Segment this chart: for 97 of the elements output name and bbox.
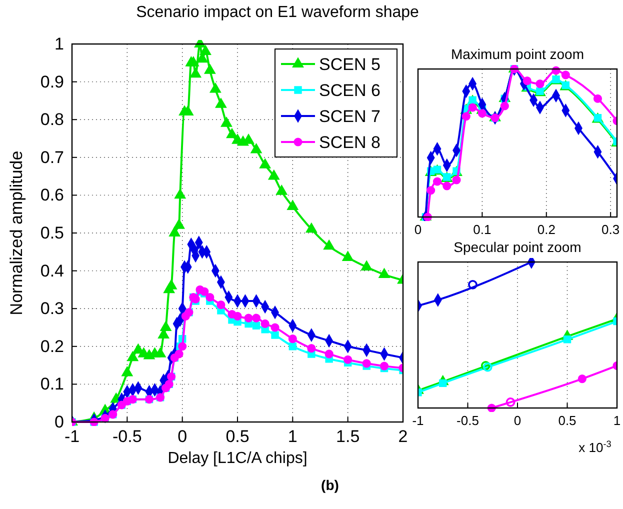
point xyxy=(174,350,184,358)
point xyxy=(178,342,187,351)
point xyxy=(206,292,214,302)
point xyxy=(276,185,288,195)
point xyxy=(432,177,442,186)
point xyxy=(462,112,470,121)
x-tick-label: -1 xyxy=(64,427,80,446)
x-tick-label: 1 xyxy=(613,413,621,428)
y-tick-label: 0.4 xyxy=(40,261,64,280)
point xyxy=(307,344,316,353)
point xyxy=(342,251,354,262)
point xyxy=(468,103,477,112)
point xyxy=(442,182,452,190)
y-tick-label: 0.8 xyxy=(40,110,64,130)
x-tick-label: 0.3 xyxy=(602,222,620,238)
point xyxy=(452,176,461,184)
x-tick-label: 1 xyxy=(288,427,298,446)
x-tick-label: 0 xyxy=(178,427,188,446)
point xyxy=(380,362,389,370)
point xyxy=(200,45,212,56)
point xyxy=(288,342,297,350)
x-tick-label: 0 xyxy=(514,413,522,428)
point xyxy=(169,226,180,236)
chart-title: Specular point zoom xyxy=(454,239,582,255)
legend-label: SCEN 5 xyxy=(319,55,380,74)
point xyxy=(500,102,509,110)
y-tick-label: 0.1 xyxy=(40,374,64,394)
x-tick-label: 1.5 xyxy=(336,427,360,446)
point xyxy=(506,397,516,407)
point xyxy=(210,82,222,93)
point xyxy=(468,96,476,104)
chart-title: Scenario impact on E1 waveform shape xyxy=(136,4,420,21)
x-tick-label: 0 xyxy=(414,222,422,238)
point xyxy=(244,314,253,322)
point xyxy=(522,76,532,86)
point xyxy=(166,280,177,290)
legend-label: SCEN 6 xyxy=(319,81,380,100)
x-tick-label: -0.5 xyxy=(112,427,142,446)
x-tick-label: -0.5 xyxy=(456,413,479,428)
x-tick-label: 2 xyxy=(398,427,408,446)
text: x 10$^{-3}$ xyxy=(578,439,612,455)
point xyxy=(378,268,390,278)
point xyxy=(306,222,318,233)
point xyxy=(324,350,334,358)
point xyxy=(323,240,335,250)
point xyxy=(536,80,544,88)
y-tick-label: 0.2 xyxy=(40,336,64,356)
x-axis-title: Delay [L1C/A chips] xyxy=(168,450,308,467)
x-tick-label: 0.5 xyxy=(226,427,250,446)
point xyxy=(252,314,261,322)
point xyxy=(270,323,280,332)
legend-label: SCEN 7 xyxy=(319,107,380,126)
point xyxy=(259,158,271,168)
point xyxy=(468,280,478,290)
chart-title: Maximum point zoom xyxy=(450,46,584,62)
point xyxy=(122,366,133,376)
point xyxy=(426,186,436,195)
point xyxy=(204,64,216,74)
point xyxy=(268,170,280,180)
y-axis-title: Normalized amplitude xyxy=(7,150,26,316)
text: (b) xyxy=(321,477,339,493)
point xyxy=(154,348,166,358)
point xyxy=(287,200,298,210)
point xyxy=(215,98,227,108)
point xyxy=(360,260,372,270)
point xyxy=(344,355,352,364)
point xyxy=(200,287,209,296)
x-tick-label: 0.2 xyxy=(537,222,556,238)
y-tick-label: 0.7 xyxy=(40,148,64,167)
point xyxy=(478,109,486,118)
x-tick-label: -1 xyxy=(412,413,424,428)
x-tick-label: 0.1 xyxy=(473,222,492,238)
point xyxy=(260,319,270,328)
point xyxy=(174,188,186,199)
y-tick-label: 0.9 xyxy=(40,72,64,92)
point xyxy=(233,312,242,320)
point xyxy=(220,116,232,127)
point xyxy=(578,374,586,384)
point xyxy=(190,68,202,78)
y-tick-label: 0.6 xyxy=(40,186,64,205)
point xyxy=(127,351,138,362)
point xyxy=(226,128,238,138)
y-tick-label: 1 xyxy=(54,34,64,54)
point xyxy=(216,300,226,310)
point xyxy=(362,359,371,368)
point xyxy=(561,70,570,80)
point xyxy=(271,331,279,339)
point xyxy=(160,321,172,331)
point xyxy=(173,219,185,229)
point xyxy=(288,334,297,344)
point xyxy=(528,258,536,268)
point xyxy=(593,94,602,103)
y-tick-label: 0.3 xyxy=(40,299,64,318)
x-tick-label: 0.5 xyxy=(558,413,576,428)
legend-label: SCEN 8 xyxy=(319,133,380,152)
point xyxy=(252,322,260,330)
point xyxy=(250,143,262,154)
